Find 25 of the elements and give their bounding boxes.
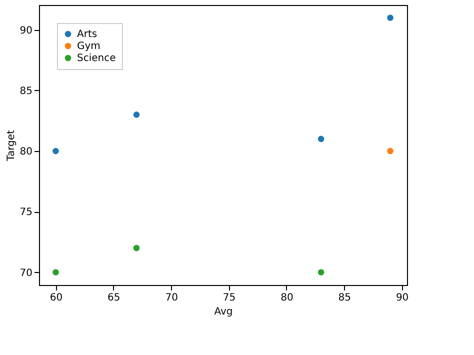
y-tick-label: 90 bbox=[20, 25, 32, 36]
point bbox=[133, 112, 140, 118]
x-tick-label: 80 bbox=[280, 292, 294, 304]
point bbox=[318, 136, 324, 142]
legend-label: Arts bbox=[77, 29, 98, 40]
x-tick-label: 90 bbox=[396, 292, 409, 304]
x-tick-label: 85 bbox=[338, 292, 351, 304]
x-tick-label: 70 bbox=[165, 292, 178, 304]
x-tick-label: 75 bbox=[222, 292, 236, 304]
point bbox=[52, 148, 59, 154]
y-axis-title: Target bbox=[6, 130, 17, 162]
point bbox=[52, 269, 59, 276]
x-axis-title: Avg bbox=[214, 306, 233, 318]
y-tick-label: 75 bbox=[20, 207, 32, 218]
point bbox=[387, 14, 394, 21]
point bbox=[133, 244, 140, 252]
legend-label: Science bbox=[77, 53, 116, 64]
point bbox=[318, 269, 324, 276]
x-tick-label: 65 bbox=[108, 292, 120, 304]
y-tick-label: 85 bbox=[20, 86, 32, 97]
y-tick-label: 70 bbox=[20, 268, 32, 279]
point bbox=[387, 148, 394, 154]
legend-label: Gym bbox=[77, 41, 100, 52]
x-tick-label: 60 bbox=[50, 292, 63, 304]
y-tick-label: 80 bbox=[20, 146, 32, 158]
